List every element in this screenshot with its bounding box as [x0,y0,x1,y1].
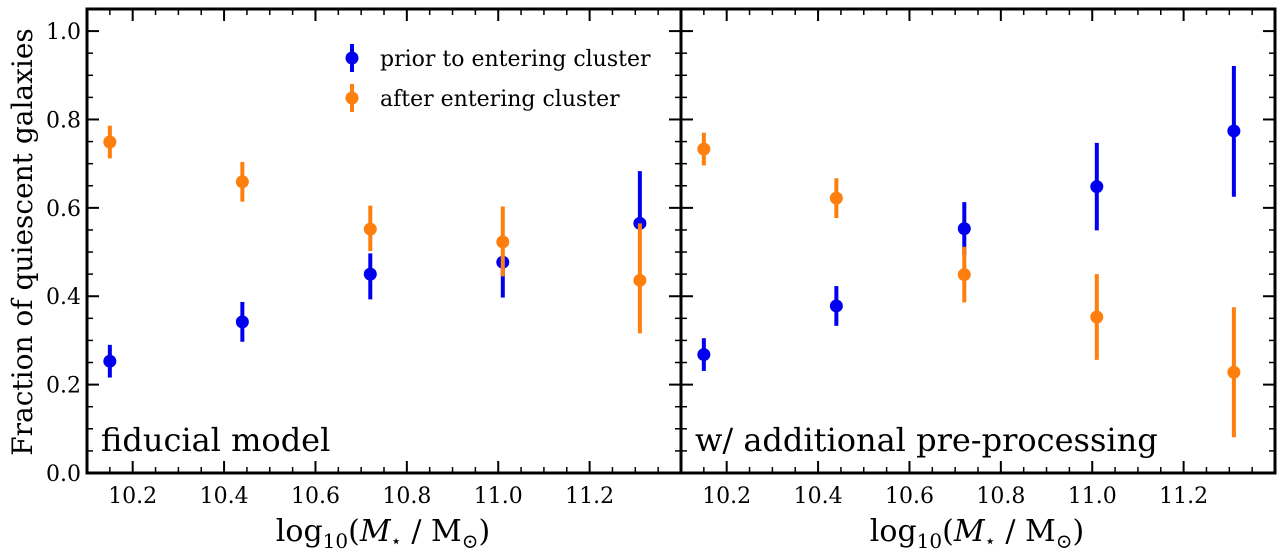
legend: prior to entering cluster after entering… [346,44,651,112]
y-tick-label: 0.4 [46,285,81,310]
panel-2: 10.2 10.4 10.6 10.8 11.0 11.2w/ additional pr… [681,9,1275,509]
y-tick-label: 0.0 [46,462,81,487]
panel-label: w/ additional pre-processing [695,421,1158,459]
x-tick-label: 10.2 [702,484,751,509]
data-point [496,235,509,248]
x-axis-label-right: log10(M⋆ / M⊙) [870,514,1084,551]
panel-frame [681,9,1275,473]
y-tick-label: 1.0 [46,20,81,45]
series-prior [697,66,1240,371]
series-prior [103,171,646,377]
legend-label-after: after entering cluster [380,87,620,112]
data-point [958,268,971,281]
data-point [236,175,249,188]
panel-1: 10.2 10.4 10.6 10.8 11.0 11.2 0.0 0.2 0.4 0.6 0.8 1… [46,9,681,509]
data-point [1090,311,1103,324]
panels: 10.2 10.4 10.6 10.8 11.0 11.2 0.0 0.2 0.4 0.6 0.8 1… [46,9,1275,509]
panel-label: fiducial model [101,421,330,459]
data-point [633,274,646,287]
y-tick-label: 0.8 [46,108,81,133]
legend-blue-marker [346,52,359,65]
data-point [103,136,116,149]
panel-frame [87,9,681,473]
x-tick-label: 10.8 [382,484,431,509]
data-point [697,348,710,361]
data-point [697,143,710,156]
y-tick-label: 0.2 [46,374,81,399]
data-point [1227,124,1240,137]
y-axis-label: Fraction of quiescent galaxies [6,28,39,456]
legend-label-prior: prior to entering cluster [380,47,651,72]
data-point [830,299,843,312]
data-point [1090,180,1103,193]
x-axis-label-left: log10(M⋆ / M⊙) [276,514,490,551]
data-point [236,315,249,328]
data-point [364,268,377,281]
series-after [103,126,646,334]
x-tick-label: 10.2 [108,484,157,509]
x-tick-label: 10.6 [885,484,934,509]
series-after [697,133,1240,437]
x-tick-label: 10.6 [291,484,340,509]
x-tick-label: 10.4 [794,484,843,509]
data-point [958,222,971,235]
x-tick-label: 10.4 [200,484,249,509]
data-point [830,192,843,205]
data-point [1227,366,1240,379]
legend-orange-marker [346,92,359,105]
data-point [103,355,116,368]
x-tick-label: 10.8 [976,484,1025,509]
x-tick-label: 11.0 [474,484,523,509]
y-tick-label: 0.6 [46,197,81,222]
data-point [364,223,377,236]
x-tick-label: 11.2 [1159,484,1208,509]
x-tick-label: 11.2 [565,484,614,509]
x-tick-label: 11.0 [1068,484,1117,509]
